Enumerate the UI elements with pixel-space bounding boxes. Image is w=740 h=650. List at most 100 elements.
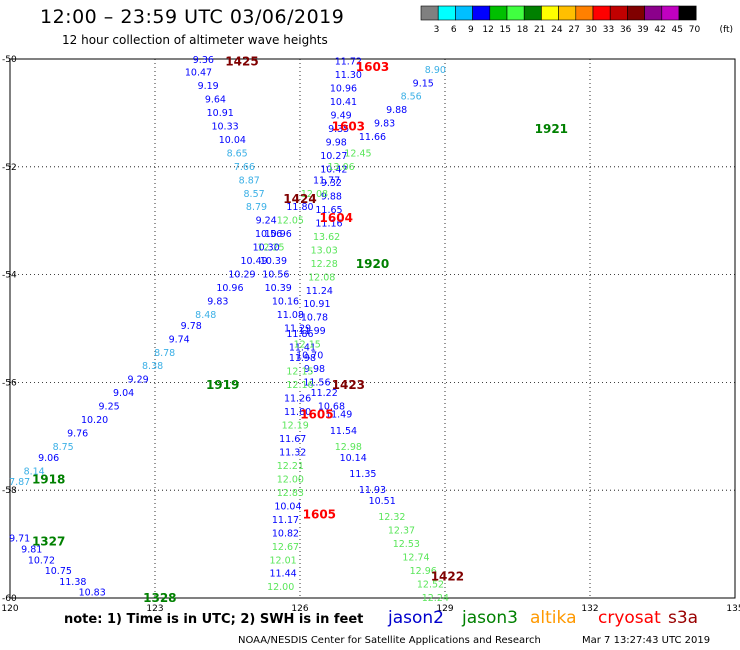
generated-timestamp: Mar 7 13:27:43 UTC 2019	[582, 635, 711, 646]
color-swatch	[489, 5, 508, 21]
scale-label: 36	[620, 25, 632, 35]
wave-height-point: 13.06	[327, 162, 354, 173]
color-swatch	[661, 5, 680, 21]
wave-height-point: 10.56	[255, 229, 282, 240]
wave-height-point: 11.67	[279, 434, 306, 445]
time-annotation: 1423	[332, 378, 365, 392]
wave-height-point: 12.00	[267, 582, 294, 593]
scale-label: 6	[451, 25, 457, 35]
wave-height-point: 10.70	[296, 350, 323, 361]
wave-height-point: 10.14	[340, 453, 367, 464]
color-swatch	[558, 5, 577, 21]
wave-height-point: 12.45	[344, 148, 371, 159]
color-swatch	[437, 5, 456, 21]
wave-height-point: 11.56	[303, 377, 330, 388]
wave-height-point: 12.19	[282, 421, 309, 432]
wave-height-point: 9.81	[21, 544, 42, 555]
y-tick-label: -56	[2, 378, 17, 388]
wave-height-point: 10.49	[240, 256, 267, 267]
time-annotation: 1328	[143, 591, 176, 605]
satellite-label-jason3: jason3	[462, 608, 518, 628]
color-swatch	[678, 5, 697, 21]
wave-height-point: 10.27	[320, 151, 347, 162]
time-annotation: 1921	[535, 122, 568, 136]
wave-height-point: 13.03	[311, 245, 338, 256]
wave-height-point: 8.78	[154, 348, 175, 359]
wave-height-point: 10.96	[330, 84, 357, 95]
wave-height-point: 10.82	[272, 528, 299, 539]
wave-height-point: 8.14	[24, 466, 45, 477]
wave-height-point: 10.04	[274, 501, 301, 512]
wave-height-point: 12.21	[277, 461, 304, 472]
y-tick-label: -60	[2, 594, 17, 604]
color-swatch	[592, 5, 611, 21]
scale-label: 24	[551, 25, 563, 35]
wave-height-point: 9.29	[128, 375, 149, 386]
wave-height-point: 12.15	[286, 367, 313, 378]
wave-height-point: 11.38	[59, 577, 86, 588]
scale-label: 21	[534, 25, 545, 35]
credit-text: NOAA/NESDIS Center for Satellite Applica…	[238, 635, 541, 646]
time-annotation: 1424	[283, 192, 316, 206]
wave-height-point: 8.65	[227, 148, 248, 159]
wave-height-point: 10.41	[330, 97, 357, 108]
y-tick-label: -54	[2, 271, 17, 281]
scale-label: 18	[517, 25, 529, 35]
wave-height-point: 12.01	[269, 555, 296, 566]
wave-height-point: 12.16	[286, 380, 313, 391]
wave-height-point: 11.17	[272, 515, 299, 526]
wave-height-point: 9.74	[169, 334, 190, 345]
y-tick-label: -50	[2, 55, 17, 65]
wave-height-point: 10.33	[211, 121, 238, 132]
wave-height-point: 8.48	[195, 310, 216, 321]
time-annotation: 1422	[431, 569, 464, 583]
color-swatch	[506, 5, 525, 21]
wave-height-point: 11.72	[335, 57, 362, 68]
wave-height-point: 10.68	[318, 402, 345, 413]
wave-height-point: 10.16	[272, 297, 299, 308]
chart-title: 12:00 – 23:59 UTC 03/06/2019	[40, 6, 345, 28]
satellite-label-altika: altika	[530, 608, 577, 628]
wave-height-point: 10.91	[303, 299, 330, 310]
x-tick-label: 123	[146, 604, 163, 614]
color-scale-legend: 3 6 9 12 15 18 21 24 27 30 33 36 39 42 45 70 (ft)	[420, 5, 733, 35]
wave-height-point: 12.32	[378, 512, 405, 523]
wave-height-point: 9.35	[328, 124, 349, 135]
wave-height-point: 11.30	[335, 70, 362, 81]
y-tick-label: -52	[2, 163, 17, 173]
plot-area: 120 123 126 129 132 135 -50 -52 -54 -56 -58 -60 9.36…	[1, 55, 740, 614]
wave-height-point: 12.98	[335, 442, 362, 453]
wave-height-point: 9.98	[326, 138, 347, 149]
wave-height-point: 10.04	[219, 135, 246, 146]
wave-height-point: 9.36	[193, 55, 214, 66]
wave-height-point: 9.06	[38, 453, 59, 464]
wave-height-point: 11.29	[284, 324, 311, 335]
scale-label: 33	[603, 25, 614, 35]
wave-height-point: 10.91	[207, 108, 234, 119]
color-swatch	[455, 5, 473, 21]
wave-height-point: 10.20	[81, 415, 108, 426]
footer-note: note: 1) Time is in UTC; 2) SWH is in fe…	[64, 612, 364, 627]
wave-height-point: 9.64	[205, 94, 226, 105]
x-tick-label: 135	[726, 604, 740, 614]
wave-height-point: 10.96	[216, 283, 243, 294]
wave-height-point: 11.16	[315, 218, 342, 229]
wave-height-point: 11.35	[349, 469, 376, 480]
chart-subtitle: 12 hour collection of altimeter wave hei…	[62, 33, 328, 47]
wave-height-point: 9.83	[374, 119, 395, 130]
time-annotation: 1605	[303, 507, 336, 521]
wave-height-point: 10.75	[45, 566, 72, 577]
wave-height-point: 10.72	[28, 555, 55, 566]
wave-height-point: 11.32	[279, 447, 306, 458]
wave-height-point: 9.76	[67, 429, 88, 440]
wave-height-point: 10.39	[265, 283, 292, 294]
scale-label: 3	[434, 25, 440, 35]
color-swatch	[644, 5, 663, 21]
scale-label: 70	[689, 25, 701, 35]
wave-height-point: 12.15	[294, 340, 321, 351]
wave-height-point: 8.75	[53, 442, 74, 453]
scale-label: 15	[500, 25, 511, 35]
wave-height-point: 13.62	[313, 232, 340, 243]
time-annotation: 1425	[225, 55, 258, 69]
